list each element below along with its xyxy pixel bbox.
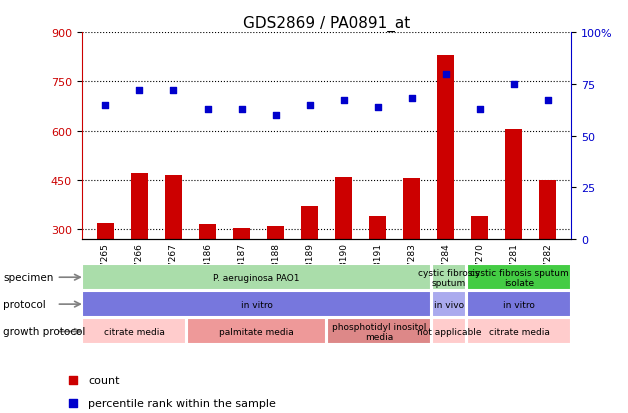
Text: not applicable: not applicable xyxy=(417,327,481,336)
Bar xyxy=(539,180,556,328)
Bar xyxy=(403,179,420,328)
FancyBboxPatch shape xyxy=(467,292,571,318)
Bar xyxy=(505,130,522,328)
Bar xyxy=(335,177,352,328)
Bar xyxy=(233,228,250,328)
Point xyxy=(543,98,553,104)
Text: percentile rank within the sample: percentile rank within the sample xyxy=(88,398,276,408)
Point xyxy=(338,98,349,104)
FancyBboxPatch shape xyxy=(467,265,571,291)
Text: cystic fibrosis
sputum: cystic fibrosis sputum xyxy=(418,268,480,287)
Text: phosphotidyl inositol
media: phosphotidyl inositol media xyxy=(332,322,426,341)
Text: protocol: protocol xyxy=(3,299,46,309)
FancyBboxPatch shape xyxy=(82,265,431,291)
Bar xyxy=(165,176,182,328)
Text: cystic fibrosis sputum
isolate: cystic fibrosis sputum isolate xyxy=(470,268,568,287)
Bar xyxy=(267,226,284,328)
Point xyxy=(134,88,144,94)
Point xyxy=(400,122,410,129)
Text: count: count xyxy=(88,375,119,385)
Text: palmitate media: palmitate media xyxy=(219,327,294,336)
Point xyxy=(509,81,519,88)
Point xyxy=(271,112,281,119)
FancyBboxPatch shape xyxy=(82,318,186,344)
FancyBboxPatch shape xyxy=(82,292,431,318)
Title: GDS2869 / PA0891_at: GDS2869 / PA0891_at xyxy=(243,16,410,32)
Bar xyxy=(97,223,114,328)
Text: in vitro: in vitro xyxy=(503,300,535,309)
Text: P. aeruginosa PAO1: P. aeruginosa PAO1 xyxy=(214,273,300,282)
Point xyxy=(372,104,382,111)
Bar xyxy=(437,56,454,328)
Bar xyxy=(369,216,386,328)
Text: in vitro: in vitro xyxy=(241,300,273,309)
Point xyxy=(237,106,247,113)
Point xyxy=(400,329,410,335)
Bar xyxy=(199,225,216,328)
Point xyxy=(305,102,315,109)
Text: growth protocol: growth protocol xyxy=(3,327,85,337)
Point xyxy=(202,106,212,113)
FancyBboxPatch shape xyxy=(432,318,466,344)
Text: citrate media: citrate media xyxy=(489,327,550,336)
FancyBboxPatch shape xyxy=(432,265,466,291)
FancyBboxPatch shape xyxy=(467,318,571,344)
Text: citrate media: citrate media xyxy=(104,327,165,336)
Bar xyxy=(131,174,148,328)
FancyBboxPatch shape xyxy=(327,318,431,344)
Point xyxy=(475,106,485,113)
Point xyxy=(406,96,416,102)
FancyBboxPatch shape xyxy=(432,292,466,318)
Bar xyxy=(471,216,488,328)
Bar xyxy=(301,207,318,328)
Point xyxy=(100,102,111,109)
Text: in vivo: in vivo xyxy=(434,300,464,309)
FancyBboxPatch shape xyxy=(187,318,326,344)
Point xyxy=(441,71,451,78)
Text: specimen: specimen xyxy=(3,273,53,282)
Point xyxy=(168,88,178,94)
